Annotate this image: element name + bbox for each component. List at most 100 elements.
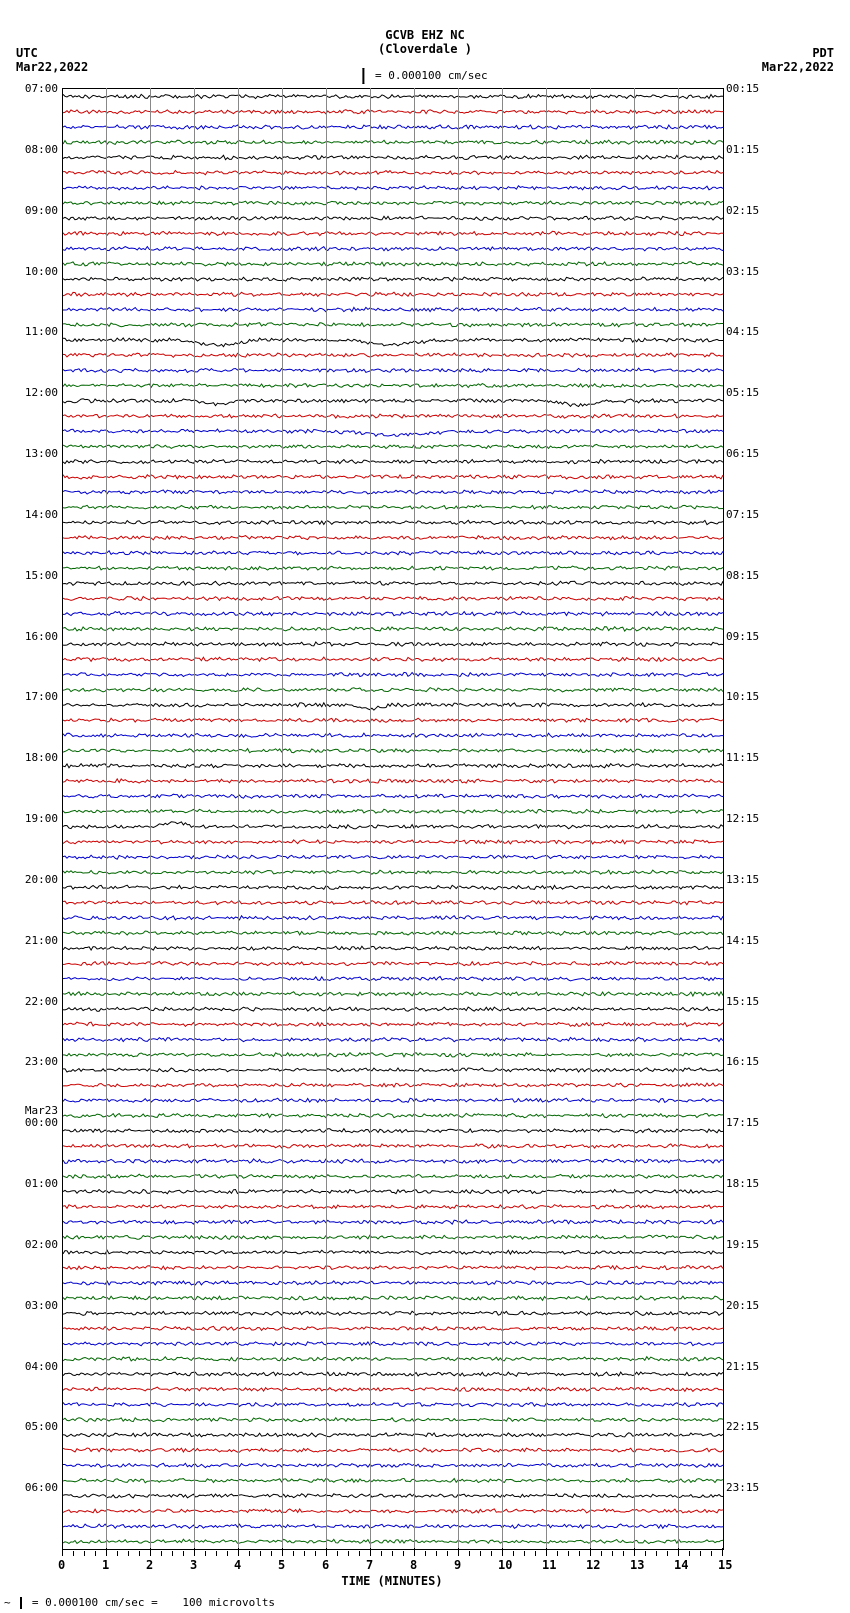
left-hour-label: 05:00 [8, 1420, 58, 1433]
seismic-trace [63, 1129, 723, 1133]
scale-bar-icon [362, 68, 364, 84]
x-tick-minor [392, 1551, 393, 1556]
x-tick-major [590, 1548, 591, 1556]
left-hour-label: 04:00 [8, 1360, 58, 1373]
seismic-trace [63, 384, 723, 388]
seismic-trace [63, 885, 723, 889]
x-tick-major [62, 1548, 63, 1556]
seismic-trace [63, 1433, 723, 1437]
seismic-trace [63, 1342, 723, 1346]
seismic-trace [63, 1037, 723, 1041]
x-tick-major [282, 1548, 283, 1556]
seismic-trace [63, 1372, 723, 1376]
seismic-trace [63, 1053, 723, 1057]
left-hour-label: 00:00 [8, 1116, 58, 1129]
left-hour-label: 21:00 [8, 934, 58, 947]
seismic-trace [63, 946, 723, 950]
x-tick-minor [491, 1551, 492, 1556]
x-tick-minor [315, 1551, 316, 1556]
seismic-trace [63, 338, 723, 347]
x-tick-minor [645, 1551, 646, 1556]
seismic-trace [63, 216, 723, 220]
seismic-trace [63, 460, 723, 464]
seismic-trace [63, 822, 723, 829]
seismic-trace [63, 1159, 723, 1163]
grid-vertical [238, 88, 239, 1548]
seismic-trace [63, 931, 723, 935]
seismic-trace [63, 536, 723, 540]
grid-vertical [370, 88, 371, 1548]
seismic-trace [63, 627, 723, 631]
left-hour-label: 19:00 [8, 812, 58, 825]
seismic-trace [63, 733, 723, 737]
x-tick-label: 11 [542, 1558, 556, 1572]
x-tick-major [678, 1548, 679, 1556]
x-tick-minor [260, 1551, 261, 1556]
x-tick-minor [623, 1551, 624, 1556]
x-tick-minor [612, 1551, 613, 1556]
x-tick-label: 13 [630, 1558, 644, 1572]
station-location: (Cloverdale ) [378, 42, 472, 56]
seismic-trace [63, 110, 723, 114]
right-hour-label: 10:15 [726, 690, 776, 703]
x-tick-minor [183, 1551, 184, 1556]
seismic-trace [63, 657, 723, 661]
seismic-trace [63, 1326, 723, 1330]
x-tick-minor [304, 1551, 305, 1556]
seismic-trace [63, 597, 723, 601]
x-tick-minor [117, 1551, 118, 1556]
seismic-trace [63, 231, 723, 235]
seismic-trace [63, 1418, 723, 1422]
x-tick-minor [579, 1551, 580, 1556]
seismic-trace [63, 1007, 723, 1011]
x-axis: 0123456789101112131415 TIME (MINUTES) [62, 1550, 722, 1590]
x-tick-minor [557, 1551, 558, 1556]
seismic-trace [63, 1448, 723, 1452]
x-tick-minor [73, 1551, 74, 1556]
x-tick-label: 10 [498, 1558, 512, 1572]
grid-vertical [106, 88, 107, 1548]
grid-vertical [150, 88, 151, 1548]
left-hour-label: 23:00 [8, 1055, 58, 1068]
left-hour-label: 09:00 [8, 204, 58, 217]
right-hour-label: 17:15 [726, 1116, 776, 1129]
x-tick-minor [469, 1551, 470, 1556]
left-hour-label: 07:00 [8, 82, 58, 95]
grid-vertical [590, 88, 591, 1548]
x-tick-label: 7 [366, 1558, 373, 1572]
left-hour-label: 16:00 [8, 630, 58, 643]
x-tick-label: 1 [102, 1558, 109, 1572]
right-hour-label: 13:15 [726, 873, 776, 886]
helicorder-plot [62, 88, 724, 1550]
right-hour-label: 07:15 [726, 508, 776, 521]
scale-label: = 0.000100 cm/sec [375, 69, 488, 82]
x-tick-minor [227, 1551, 228, 1556]
right-hour-label: 21:15 [726, 1360, 776, 1373]
left-hour-label: 06:00 [8, 1481, 58, 1494]
right-hour-label: 00:15 [726, 82, 776, 95]
x-tick-minor [337, 1551, 338, 1556]
right-hour-label: 11:15 [726, 751, 776, 764]
seismic-trace [63, 1478, 723, 1482]
seismic-trace [63, 1083, 723, 1087]
right-hour-label: 05:15 [726, 386, 776, 399]
seismic-trace [63, 961, 723, 965]
seismic-trace [63, 505, 723, 509]
seismic-trace [63, 125, 723, 129]
seismic-trace [63, 155, 723, 159]
pdt-label: PDT [812, 46, 834, 60]
x-tick-minor [161, 1551, 162, 1556]
seismic-trace [63, 840, 723, 844]
left-hour-label: 18:00 [8, 751, 58, 764]
station-title: GCVB EHZ NC [385, 28, 464, 42]
left-hour-label: 03:00 [8, 1299, 58, 1312]
x-tick-major [106, 1548, 107, 1556]
seismic-trace [63, 794, 723, 798]
left-hour-label: 13:00 [8, 447, 58, 460]
seismic-trace [63, 140, 723, 144]
x-tick-minor [656, 1551, 657, 1556]
left-hour-label: 08:00 [8, 143, 58, 156]
seismic-trace [63, 1311, 723, 1315]
footer-right: 100 microvolts [182, 1596, 275, 1609]
right-hour-label: 16:15 [726, 1055, 776, 1068]
